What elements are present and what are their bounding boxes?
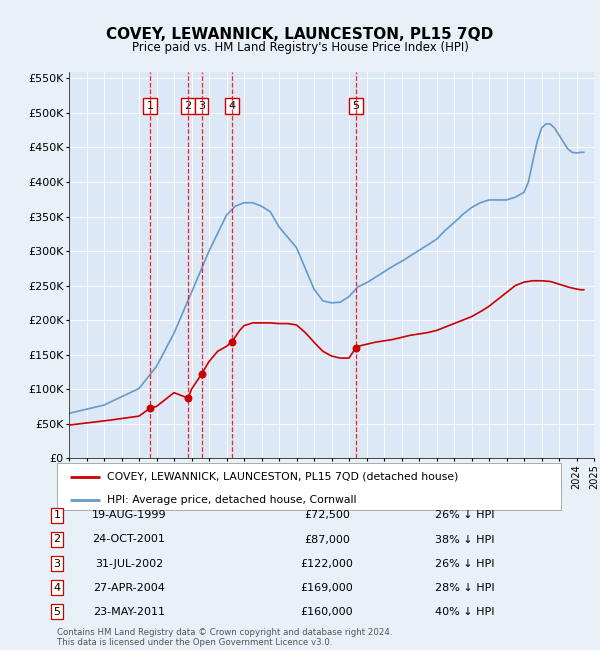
Text: Contains HM Land Registry data © Crown copyright and database right 2024.: Contains HM Land Registry data © Crown c… [57,628,392,637]
Text: 5: 5 [352,101,359,111]
Text: £122,000: £122,000 [301,558,353,569]
Text: 38% ↓ HPI: 38% ↓ HPI [435,534,495,545]
Text: HPI: Average price, detached house, Cornwall: HPI: Average price, detached house, Corn… [107,495,357,505]
Text: 4: 4 [229,101,236,111]
Text: 24-OCT-2001: 24-OCT-2001 [92,534,166,545]
Text: 2: 2 [185,101,192,111]
Text: 23-MAY-2011: 23-MAY-2011 [93,606,165,617]
Text: £160,000: £160,000 [301,606,353,617]
Text: 1: 1 [146,101,154,111]
Text: 28% ↓ HPI: 28% ↓ HPI [435,582,495,593]
Text: 26% ↓ HPI: 26% ↓ HPI [435,558,495,569]
Text: £169,000: £169,000 [301,582,353,593]
Text: 40% ↓ HPI: 40% ↓ HPI [435,606,495,617]
Text: 31-JUL-2002: 31-JUL-2002 [95,558,163,569]
Text: 2: 2 [53,534,61,545]
Text: 3: 3 [53,558,61,569]
Text: 1: 1 [53,510,61,521]
Point [184,393,193,404]
Text: COVEY, LEWANNICK, LAUNCESTON, PL15 7QD: COVEY, LEWANNICK, LAUNCESTON, PL15 7QD [106,27,494,42]
Text: 27-APR-2004: 27-APR-2004 [93,582,165,593]
Point [197,369,206,379]
Text: £72,500: £72,500 [304,510,350,521]
Point [351,343,361,353]
Text: This data is licensed under the Open Government Licence v3.0.: This data is licensed under the Open Gov… [57,638,332,647]
Text: Price paid vs. HM Land Registry's House Price Index (HPI): Price paid vs. HM Land Registry's House … [131,41,469,54]
Text: 26% ↓ HPI: 26% ↓ HPI [435,510,495,521]
Text: COVEY, LEWANNICK, LAUNCESTON, PL15 7QD (detached house): COVEY, LEWANNICK, LAUNCESTON, PL15 7QD (… [107,471,459,482]
Text: 3: 3 [198,101,205,111]
Text: 19-AUG-1999: 19-AUG-1999 [92,510,166,521]
Point [227,336,237,346]
Text: 4: 4 [53,582,61,593]
Point [145,403,155,413]
Text: 5: 5 [53,606,61,617]
Text: £87,000: £87,000 [304,534,350,545]
